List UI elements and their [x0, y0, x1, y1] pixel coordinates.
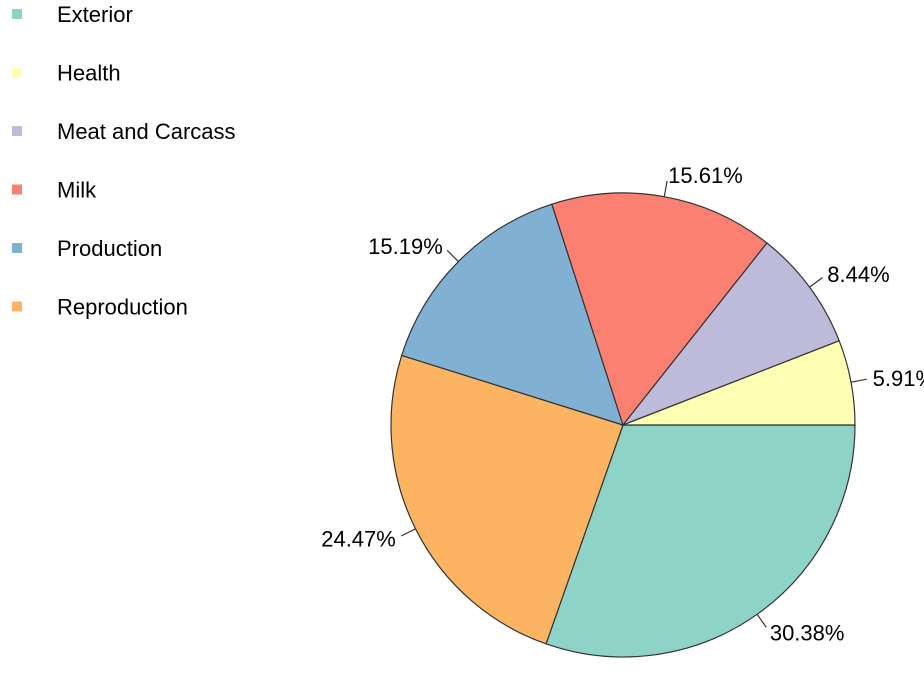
label-tick-health: [850, 378, 867, 383]
slice-label-health: 5.91%: [873, 366, 924, 391]
legend-item-production: Production: [12, 236, 162, 261]
legend-swatch: [12, 301, 22, 312]
label-tick-reproduction: [400, 528, 416, 537]
label-tick-exterior: [756, 613, 767, 628]
legend-label: Production: [57, 236, 162, 261]
slice-health: [622, 340, 856, 426]
legend-swatch: [12, 9, 22, 19]
legend-item-meat-and-carcass: Meat and Carcass: [12, 119, 236, 144]
label-tick-milk: [663, 180, 668, 197]
slice-label-production: 15.19%: [368, 234, 443, 259]
legend-item-health: Health: [12, 61, 121, 86]
slice-production: [400, 203, 624, 426]
label-tick-production: [446, 249, 459, 262]
legend-swatch: [12, 126, 22, 136]
pie-slices: [390, 180, 867, 658]
legend-swatch: [12, 243, 22, 253]
legend: Exterior Health Meat and Carcass Milk Produc…: [12, 2, 236, 320]
legend-swatch: [12, 184, 22, 195]
slice-label-milk: 15.61%: [668, 163, 743, 188]
slice-labels: 30.38% 24.47% 15.19% 15.61% 8.44% 5.91%: [321, 163, 924, 645]
slice-reproduction: [390, 354, 624, 645]
legend-label: Exterior: [57, 2, 133, 27]
legend-label: Milk: [57, 178, 97, 203]
legend-swatch: [12, 67, 22, 78]
legend-label: Meat and Carcass: [57, 119, 236, 144]
legend-item-milk: Milk: [12, 178, 97, 203]
legend-item-exterior: Exterior: [12, 2, 133, 27]
slice-exterior: [545, 424, 856, 658]
label-tick-meat-and-carcass: [809, 277, 823, 288]
slice-label-meat-and-carcass: 8.44%: [827, 262, 889, 287]
slice-label-reproduction: 24.47%: [321, 527, 396, 552]
slice-label-exterior: 30.38%: [770, 620, 845, 645]
legend-label: Reproduction: [57, 295, 188, 320]
legend-item-reproduction: Reproduction: [12, 295, 188, 320]
legend-label: Health: [57, 61, 121, 86]
